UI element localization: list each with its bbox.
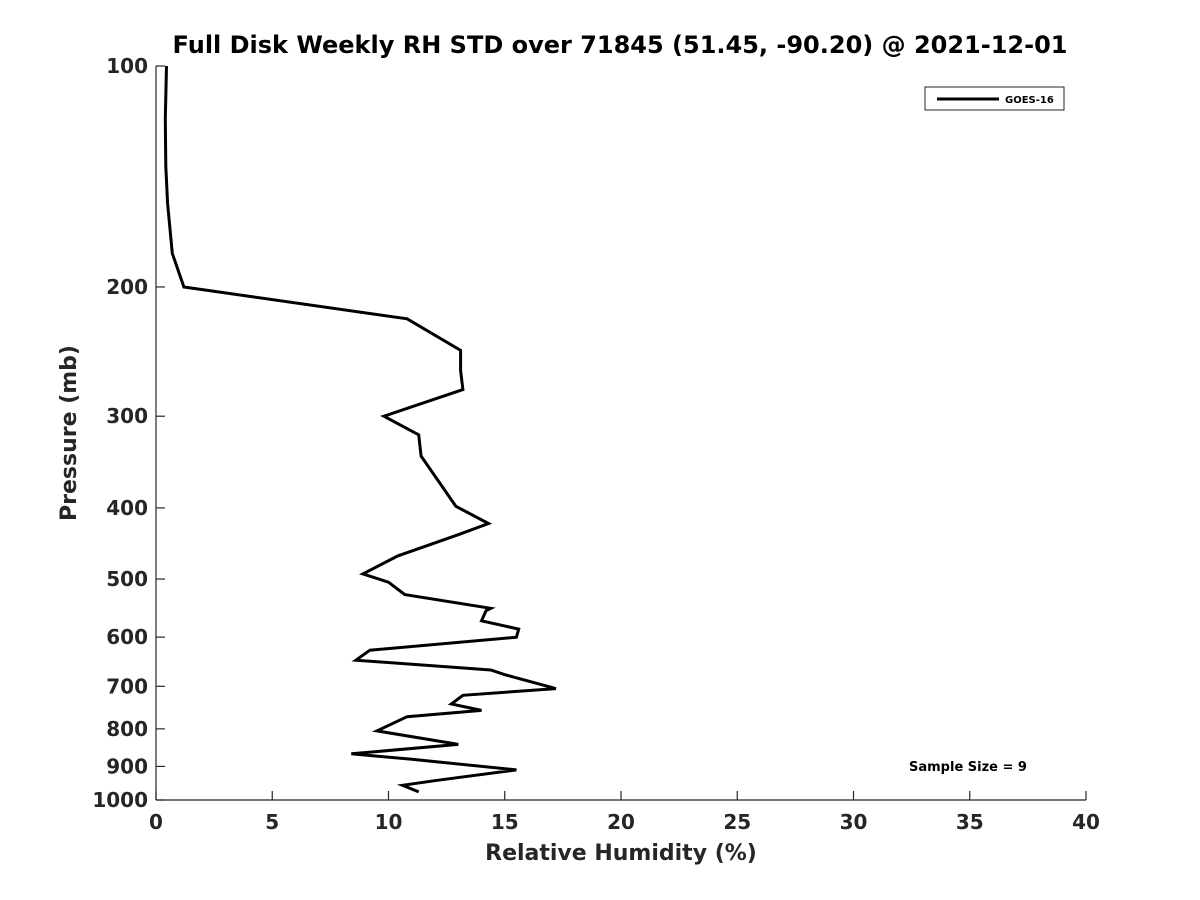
x-ticks: 0 5 10 15 20 25 30 35 40 <box>149 791 1100 834</box>
x-tick-label: 35 <box>956 810 984 834</box>
x-tick-label: 25 <box>723 810 751 834</box>
x-tick-label: 0 <box>149 810 163 834</box>
x-tick-label: 30 <box>840 810 868 834</box>
x-tick-label: 5 <box>265 810 279 834</box>
y-tick-label: 500 <box>106 567 148 591</box>
x-axis-label: Relative Humidity (%) <box>485 841 757 866</box>
sample-size-annotation: Sample Size = 9 <box>909 760 1027 775</box>
chart-title: Full Disk Weekly RH STD over 71845 (51.4… <box>173 31 1068 59</box>
y-tick-label: 200 <box>106 275 148 299</box>
x-tick-label: 40 <box>1072 810 1100 834</box>
y-tick-label: 300 <box>106 404 148 428</box>
y-tick-label: 800 <box>106 717 148 741</box>
y-tick-label: 600 <box>106 625 148 649</box>
y-axis-label: Pressure (mb) <box>57 345 82 521</box>
y-tick-label: 900 <box>106 754 148 778</box>
x-tick-label: 20 <box>607 810 635 834</box>
y-tick-label: 400 <box>106 496 148 520</box>
legend-label-goes-16: GOES-16 <box>1005 95 1054 106</box>
y-tick-label: 700 <box>106 674 148 698</box>
x-tick-label: 10 <box>375 810 403 834</box>
y-tick-label: 1000 <box>92 788 148 812</box>
y-ticks: 100 200 300 400 500 600 700 800 900 1000 <box>92 54 165 812</box>
legend: GOES-16 <box>924 86 1065 111</box>
y-tick-label: 100 <box>106 54 148 78</box>
series-line-goes-16 <box>163 65 557 794</box>
series-layer <box>163 65 557 794</box>
x-tick-label: 15 <box>491 810 519 834</box>
